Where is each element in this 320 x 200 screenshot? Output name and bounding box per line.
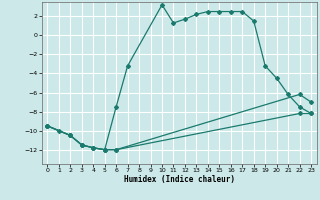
X-axis label: Humidex (Indice chaleur): Humidex (Indice chaleur) — [124, 175, 235, 184]
